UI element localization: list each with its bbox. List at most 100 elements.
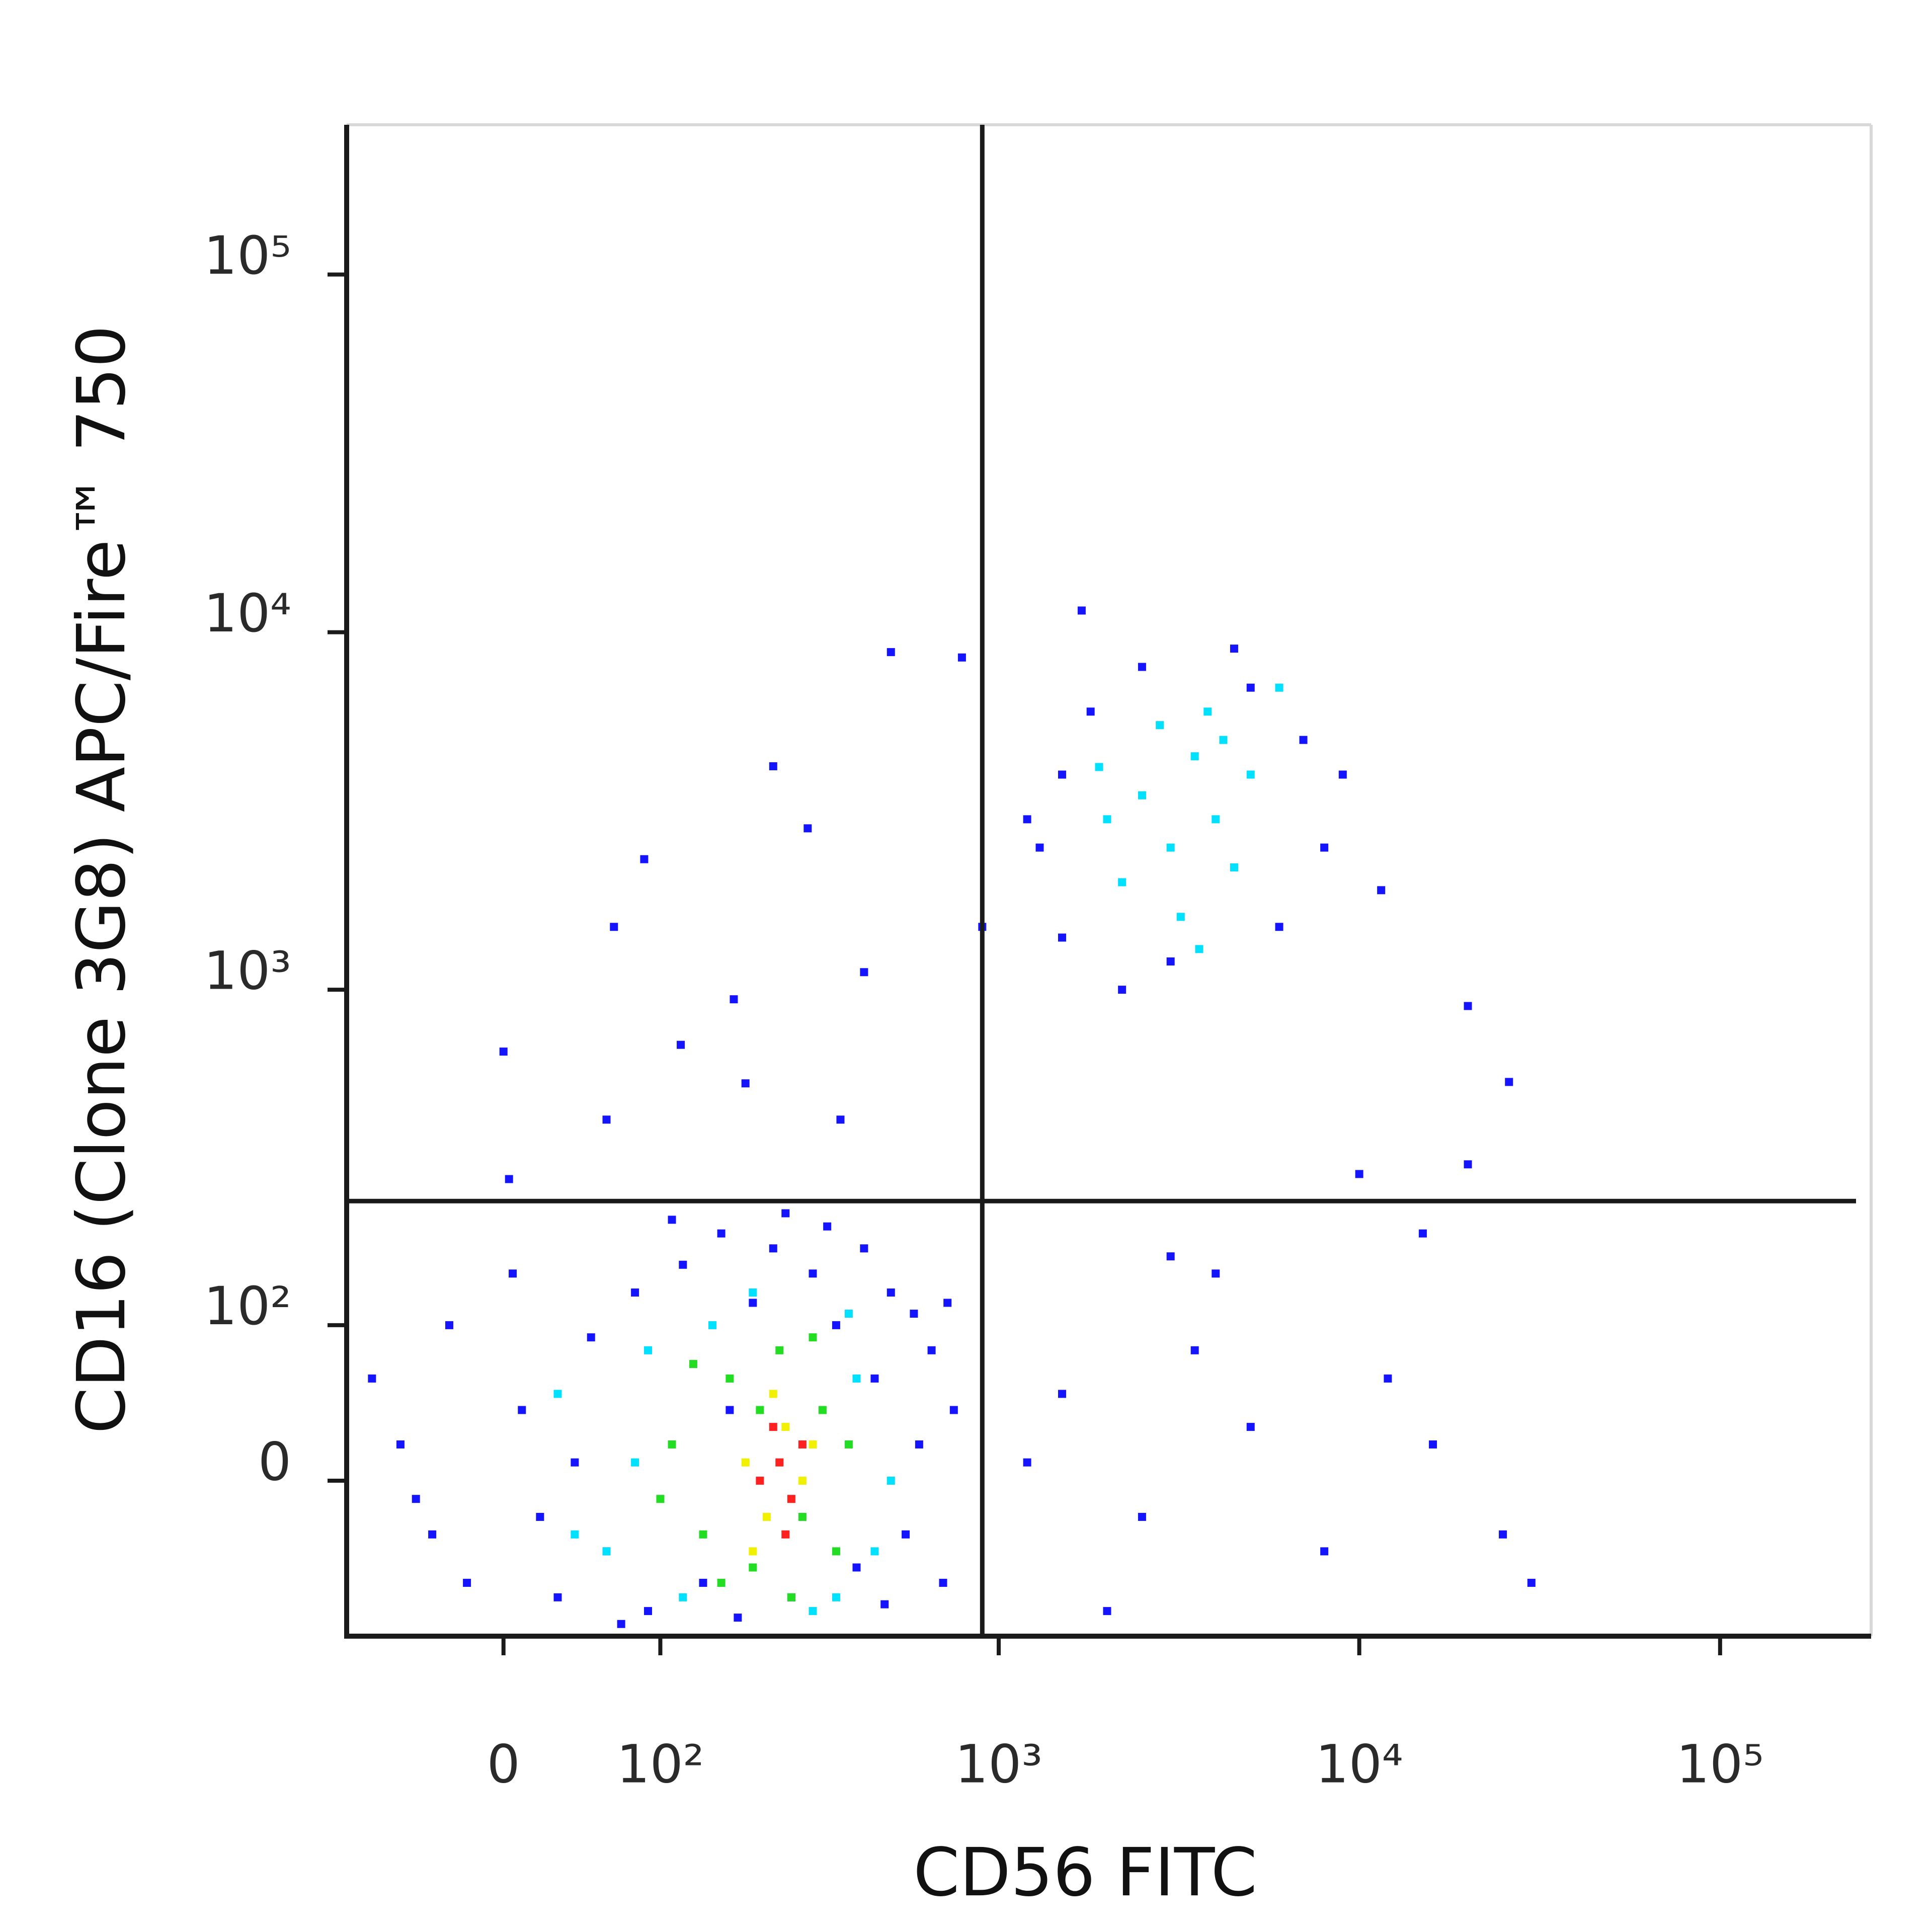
point — [1275, 923, 1283, 931]
point — [798, 1476, 807, 1485]
point — [927, 1346, 936, 1354]
point — [1246, 1423, 1255, 1431]
point — [781, 1423, 790, 1431]
point — [587, 1333, 595, 1342]
point — [787, 1495, 795, 1503]
point — [775, 1346, 784, 1354]
point — [1156, 721, 1164, 730]
point — [1176, 913, 1185, 921]
point — [1230, 645, 1238, 653]
point — [852, 1374, 861, 1383]
point — [726, 1374, 734, 1383]
point — [1058, 1390, 1066, 1398]
point — [1219, 736, 1228, 744]
point — [798, 1440, 807, 1448]
point — [1058, 770, 1066, 779]
point — [617, 1620, 625, 1628]
point — [730, 995, 738, 1004]
point — [668, 1440, 676, 1448]
point — [734, 1614, 742, 1622]
point — [823, 1222, 832, 1231]
point — [860, 968, 868, 977]
point — [1246, 683, 1255, 692]
point — [1275, 683, 1283, 692]
point — [1203, 707, 1212, 716]
point — [1418, 1229, 1427, 1238]
y-tick-label: 10³ — [204, 940, 291, 1001]
point — [832, 1547, 840, 1556]
point — [880, 1600, 889, 1608]
point — [553, 1593, 562, 1601]
point — [1320, 1547, 1329, 1556]
point — [689, 1360, 697, 1369]
point — [396, 1440, 405, 1448]
x-tick-label: 10⁴ — [1316, 1733, 1403, 1795]
point — [1499, 1530, 1507, 1539]
point — [679, 1593, 687, 1601]
point — [1023, 815, 1031, 824]
point — [631, 1458, 639, 1467]
point — [1023, 1458, 1031, 1467]
point — [1338, 770, 1347, 779]
point — [1103, 1607, 1111, 1616]
point — [668, 1216, 676, 1224]
point — [910, 1310, 918, 1318]
point — [505, 1175, 513, 1183]
point — [887, 1288, 895, 1297]
point — [749, 1299, 757, 1307]
point — [870, 1547, 879, 1556]
point — [1166, 843, 1175, 852]
point — [809, 1440, 817, 1448]
point — [1118, 878, 1126, 887]
point — [769, 1244, 777, 1253]
point — [939, 1578, 947, 1587]
point — [769, 762, 777, 771]
point — [726, 1406, 734, 1414]
point — [644, 1607, 653, 1616]
point — [1464, 1002, 1472, 1010]
y-tick-label: 10² — [204, 1275, 291, 1337]
point — [640, 855, 649, 863]
point — [1246, 770, 1255, 779]
point — [610, 923, 618, 931]
point — [1166, 1252, 1175, 1261]
point — [1505, 1078, 1513, 1086]
point — [463, 1578, 471, 1587]
point — [1166, 957, 1175, 965]
point — [809, 1607, 817, 1616]
point — [887, 648, 895, 657]
x-tick-label: 10³ — [955, 1733, 1042, 1795]
point — [445, 1321, 453, 1329]
point — [762, 1512, 771, 1521]
point — [781, 1209, 790, 1218]
point — [1377, 886, 1386, 895]
point — [832, 1593, 840, 1601]
point — [844, 1440, 853, 1448]
point — [1464, 1160, 1472, 1169]
point — [943, 1299, 952, 1307]
point — [644, 1346, 653, 1354]
point — [1320, 843, 1329, 852]
point — [1384, 1374, 1392, 1383]
point — [1429, 1440, 1437, 1448]
point — [1212, 815, 1220, 824]
point — [1527, 1578, 1536, 1587]
point — [602, 1115, 611, 1124]
point — [1138, 1512, 1146, 1521]
y-tick-label: 0 — [258, 1431, 291, 1492]
point — [656, 1495, 665, 1503]
point — [852, 1563, 861, 1572]
point — [368, 1374, 376, 1383]
point — [1118, 986, 1126, 994]
point — [571, 1458, 579, 1467]
point — [1195, 945, 1203, 953]
point — [798, 1512, 807, 1521]
x-axis-title: CD56 FITC — [913, 1834, 1257, 1911]
point — [915, 1440, 923, 1448]
point — [1077, 606, 1086, 615]
point — [775, 1458, 784, 1467]
point — [809, 1269, 817, 1278]
point — [836, 1115, 845, 1124]
